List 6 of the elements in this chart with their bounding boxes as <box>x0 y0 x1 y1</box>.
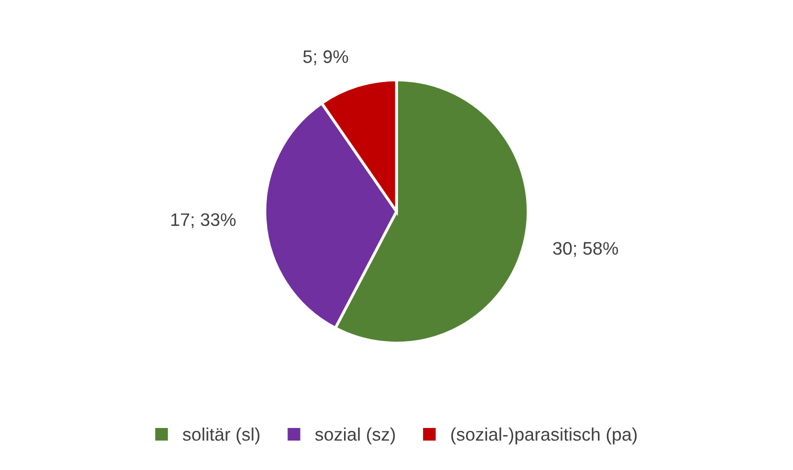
legend-label: solitär (sl) <box>182 428 260 444</box>
data-label: 30; 58% <box>553 242 618 257</box>
legend-label: sozial (sz) <box>315 428 395 444</box>
data-label: 5; 9% <box>303 50 348 66</box>
legend-label: (sozial-)parasitisch (pa) <box>451 428 637 444</box>
data-label: 17; 33% <box>171 213 236 228</box>
